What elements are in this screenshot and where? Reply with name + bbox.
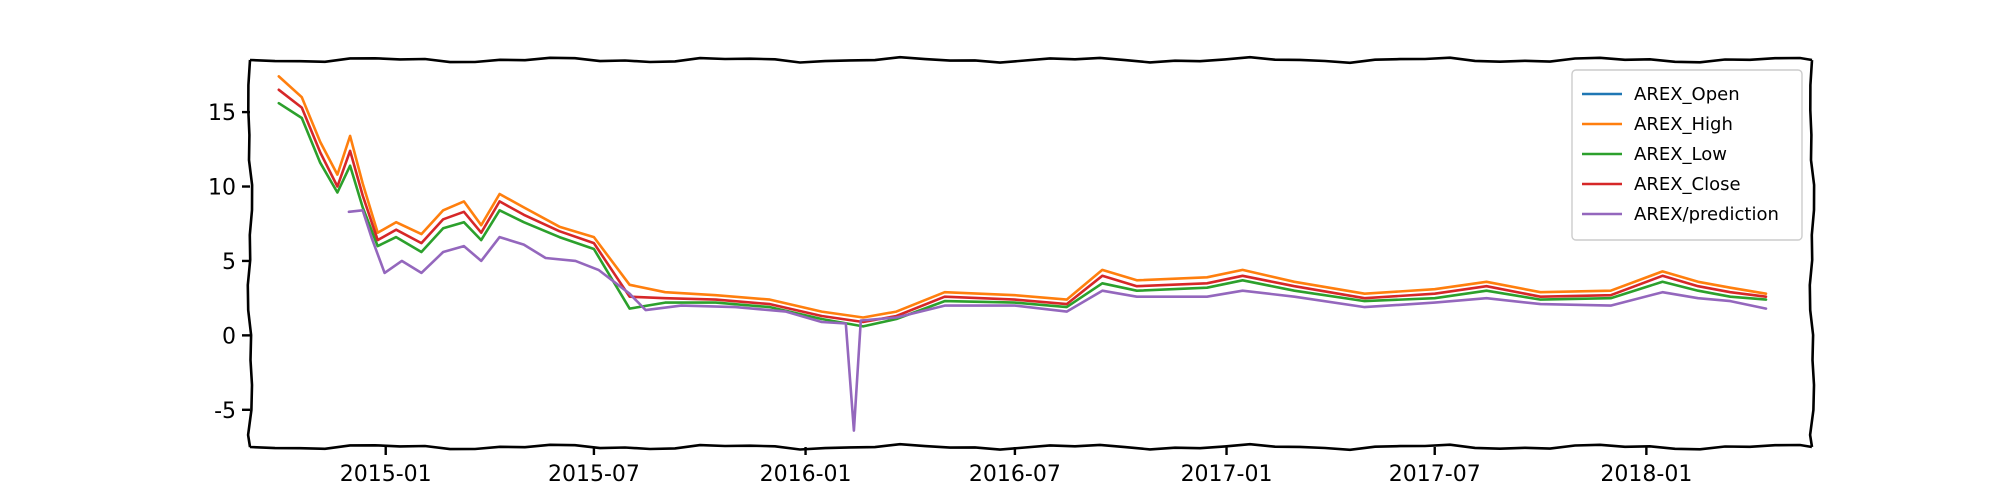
legend-box xyxy=(1571,69,1803,241)
series-line-2 xyxy=(277,101,1768,328)
y-tick-label: 0 xyxy=(222,324,236,349)
x-axis: 2015-01 2015-07 2016-01 2016-07 2017-01 2017-… xyxy=(340,447,1692,487)
x-tick-label: 2017-07 xyxy=(1389,462,1481,487)
y-tick-label: 10 xyxy=(208,176,236,201)
series-line-3 xyxy=(277,88,1768,324)
x-tick-label: 2015-07 xyxy=(548,462,640,487)
axes-frame xyxy=(246,55,1816,452)
legend-label: AREX_Open xyxy=(1634,84,1740,105)
series-layer xyxy=(277,75,1768,432)
x-tick-label: 2016-07 xyxy=(969,462,1061,487)
x-tick-label: 2018-01 xyxy=(1600,462,1692,487)
y-tick-label: 5 xyxy=(222,250,236,275)
x-tick-label: 2016-01 xyxy=(760,462,852,487)
legend-label: AREX_High xyxy=(1634,114,1733,135)
x-tick-label: 2015-01 xyxy=(340,462,432,487)
x-tick-label: 2017-01 xyxy=(1181,462,1273,487)
y-tick-label: 15 xyxy=(208,101,236,126)
series-line-4 xyxy=(347,209,1768,432)
legend-label: AREX_Low xyxy=(1634,144,1727,165)
y-tick-label: -5 xyxy=(214,399,236,424)
legend: AREX_Open AREX_High AREX_Low AREX_Close AREX… xyxy=(1571,69,1803,241)
series-line-1 xyxy=(277,75,1768,319)
legend-label: AREX_Close xyxy=(1634,174,1741,195)
y-axis: 15 10 5 0 -5 xyxy=(208,101,250,424)
legend-label: AREX/prediction xyxy=(1634,204,1779,225)
